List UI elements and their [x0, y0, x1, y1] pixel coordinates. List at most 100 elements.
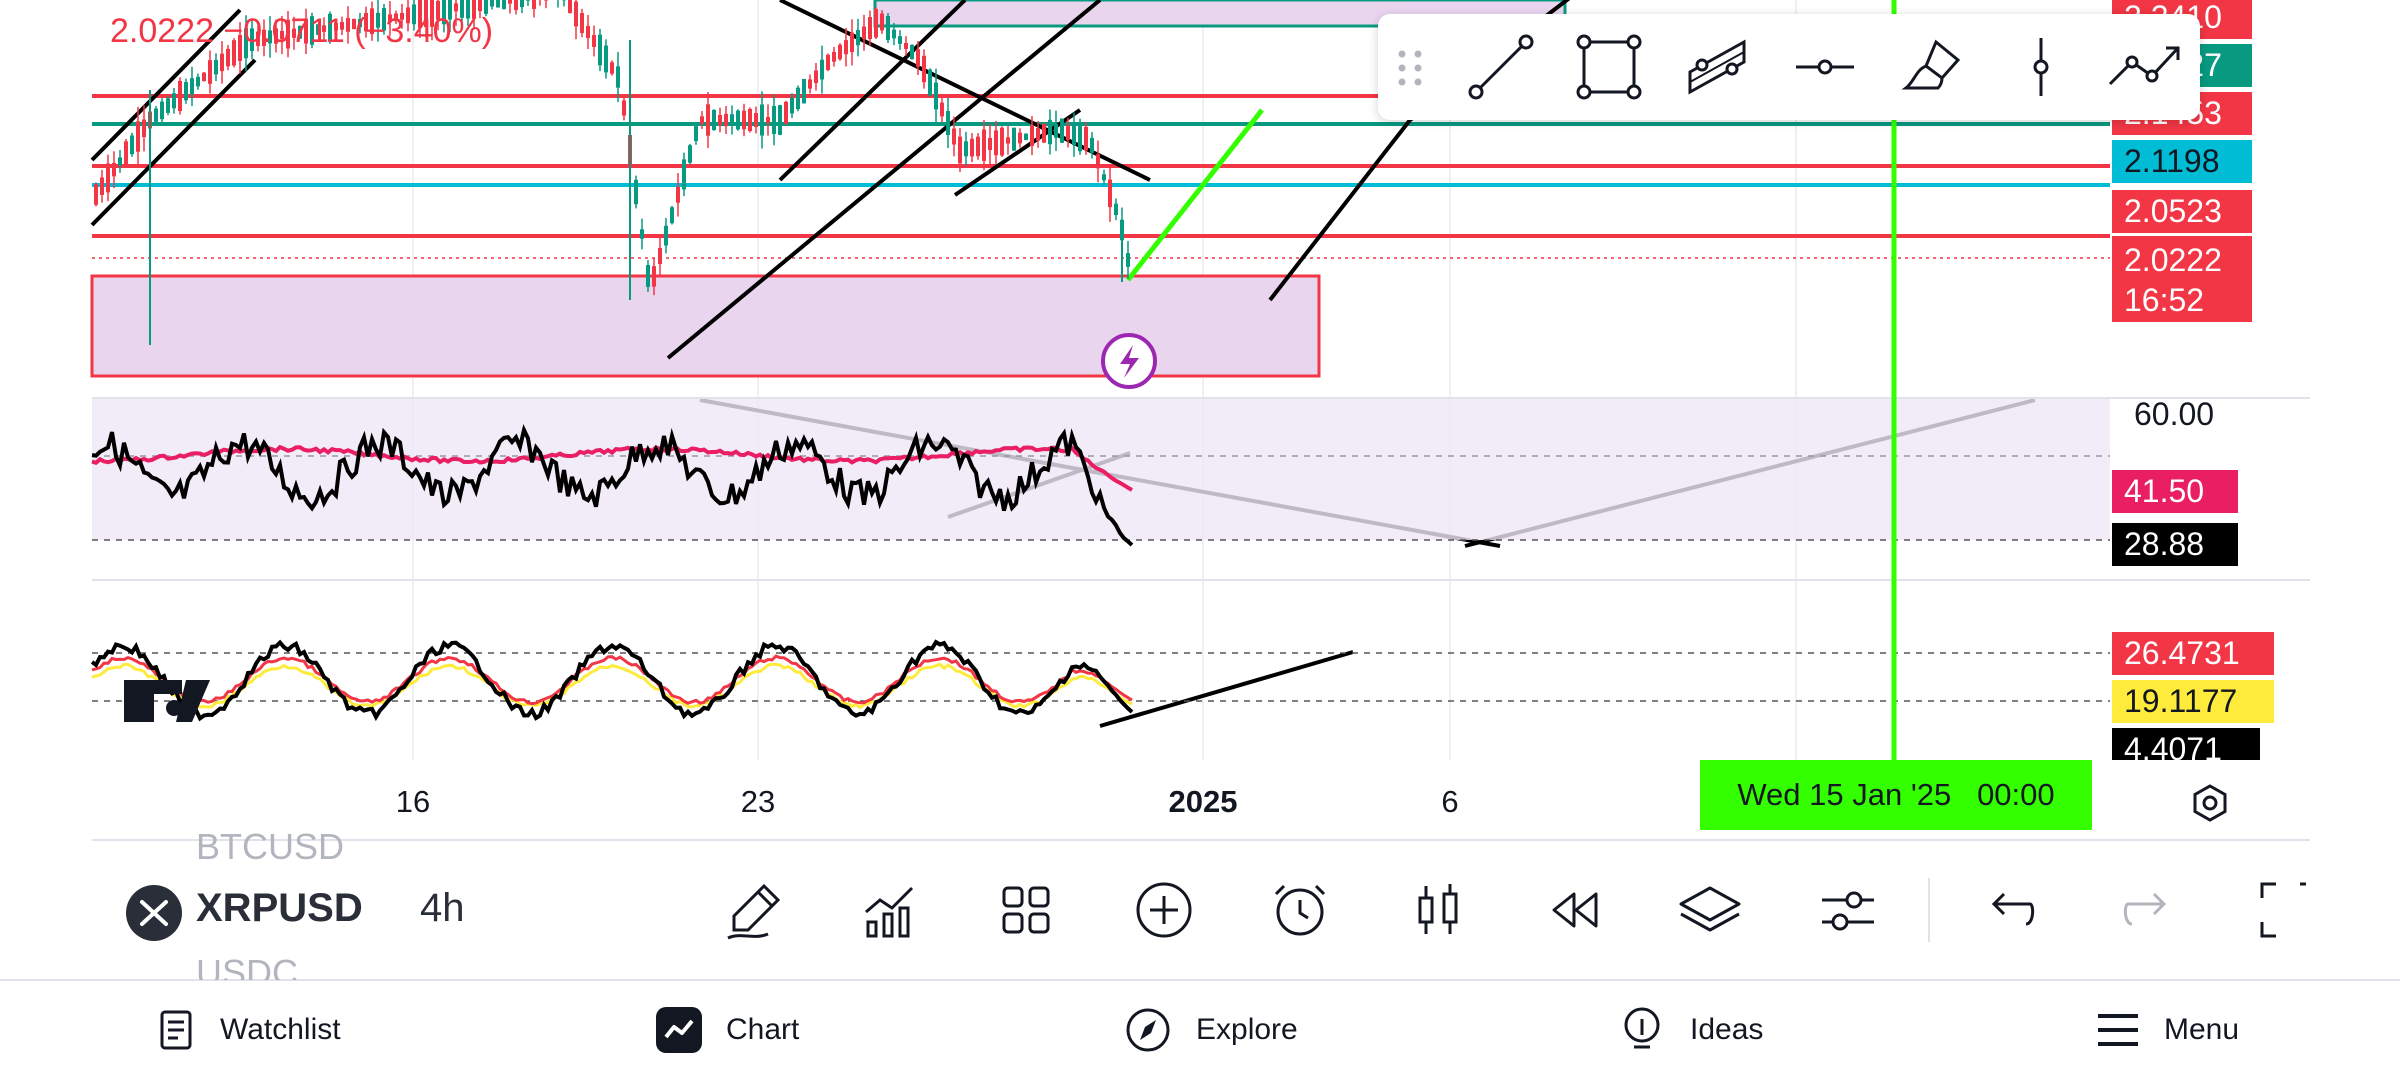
osc-red-tag: 26.4731	[2112, 632, 2274, 675]
candle-body	[664, 225, 668, 246]
osc-black-line	[90, 639, 1134, 722]
candle-body	[112, 162, 116, 177]
candle-body	[952, 128, 956, 145]
candle-body	[802, 79, 806, 104]
candle-body	[934, 82, 938, 110]
scale-settings-icon[interactable]	[2190, 783, 2230, 823]
candle-body	[1024, 133, 1028, 140]
nav-chart-label: Chart	[726, 1013, 800, 1046]
candle-body	[1066, 125, 1070, 140]
bar-countdown: 16:52	[2124, 282, 2205, 318]
candle-body	[322, 25, 326, 32]
candle-body	[370, 8, 374, 35]
symbol-above[interactable]: BTCUSD	[196, 826, 345, 867]
nav-watchlist[interactable]: Watchlist	[156, 985, 341, 1075]
candle-body	[964, 141, 968, 157]
candle-body	[1036, 128, 1040, 141]
brush-icon[interactable]	[1898, 32, 1968, 102]
path-icon[interactable]	[2104, 32, 2194, 102]
candle-body	[670, 207, 674, 224]
undo-button[interactable]	[1970, 870, 2050, 950]
candle-body	[658, 247, 662, 265]
candle-body	[856, 29, 860, 46]
candle-body	[256, 31, 260, 46]
layers-button[interactable]	[1670, 870, 1750, 950]
candle-body	[298, 25, 302, 39]
symbol-name[interactable]: XRPUSD	[196, 886, 363, 930]
candle-body	[1000, 127, 1004, 156]
candle-body	[352, 18, 356, 30]
drawing-tools-button[interactable]	[714, 870, 794, 950]
indicators-button[interactable]	[850, 870, 930, 950]
candle-body	[94, 184, 98, 205]
candle-body	[676, 186, 680, 203]
candle-body	[586, 25, 590, 39]
watchlist-icon	[160, 1010, 192, 1050]
candle-body	[886, 15, 890, 41]
time-label-23: 23	[740, 784, 776, 819]
candle-body	[910, 44, 914, 60]
candle-body	[904, 42, 908, 50]
candle-body	[1018, 132, 1022, 144]
chart-nav-icon	[656, 1007, 702, 1053]
candle-body	[202, 72, 206, 81]
rectangle-icon[interactable]	[1574, 32, 1644, 102]
last-price-value: 2.0222	[2124, 242, 2222, 278]
candle-body	[394, 13, 398, 22]
add-button[interactable]	[1124, 870, 1204, 950]
drag-handle-icon[interactable]	[1396, 48, 1426, 88]
nav-chart[interactable]: Chart	[656, 985, 799, 1075]
candle-body	[958, 136, 962, 164]
candle-body	[172, 93, 176, 109]
candle-body	[160, 101, 164, 120]
candle-body	[772, 105, 776, 135]
candle-body	[346, 18, 350, 32]
time-label-16: 16	[395, 784, 431, 819]
candle-body	[646, 265, 650, 287]
candle-body	[634, 179, 638, 205]
candle-body	[226, 48, 230, 67]
projection-line[interactable]	[1126, 108, 1264, 282]
nav-menu[interactable]: Menu	[2096, 985, 2239, 1075]
nav-ideas[interactable]: Ideas	[1618, 985, 1763, 1075]
time-label-2025: 2025	[1168, 784, 1238, 819]
candle-body	[232, 40, 236, 66]
settings-sliders-button[interactable]	[1808, 870, 1888, 950]
candle-body	[682, 159, 686, 190]
candle-body	[340, 22, 344, 30]
vertical-line-icon[interactable]	[2006, 32, 2076, 102]
candle-body	[358, 18, 362, 28]
layout-grid-button[interactable]	[986, 870, 1066, 950]
chart-type-button[interactable]	[1398, 870, 1478, 950]
symbol-below[interactable]: USDC	[196, 952, 299, 980]
candle-body	[724, 113, 728, 127]
candle-body	[838, 44, 842, 60]
xrp-logo-icon	[126, 885, 182, 941]
interval-selector[interactable]: 4h	[420, 886, 465, 930]
redo-button[interactable]	[2108, 870, 2188, 950]
candle-body	[406, 7, 410, 24]
candle-body	[268, 30, 272, 44]
fullscreen-icon[interactable]	[2256, 878, 2306, 942]
candle-body	[832, 51, 836, 62]
replay-button[interactable]	[1534, 870, 1614, 950]
candle-body	[928, 69, 932, 96]
parallel-channel-icon[interactable]	[1682, 32, 1752, 102]
candle-body	[850, 32, 854, 53]
candle-body	[760, 104, 764, 136]
candle-body	[118, 157, 122, 166]
nav-ideas-label: Ideas	[1690, 1013, 1764, 1046]
nav-explore[interactable]: Explore	[1124, 985, 1298, 1075]
candle-body	[520, 0, 524, 8]
candle-body	[970, 138, 974, 157]
candle-body	[184, 82, 188, 101]
horizontal-ray-icon[interactable]	[1790, 32, 1860, 102]
alert-clock-button[interactable]	[1260, 870, 1340, 950]
candle-body	[622, 100, 626, 116]
candle-body	[592, 35, 596, 47]
candle-body	[892, 29, 896, 39]
price-tag-2.1198: 2.1198	[2112, 140, 2252, 183]
trend-line-icon[interactable]	[1466, 32, 1536, 102]
nav-watchlist-label: Watchlist	[220, 1013, 341, 1046]
